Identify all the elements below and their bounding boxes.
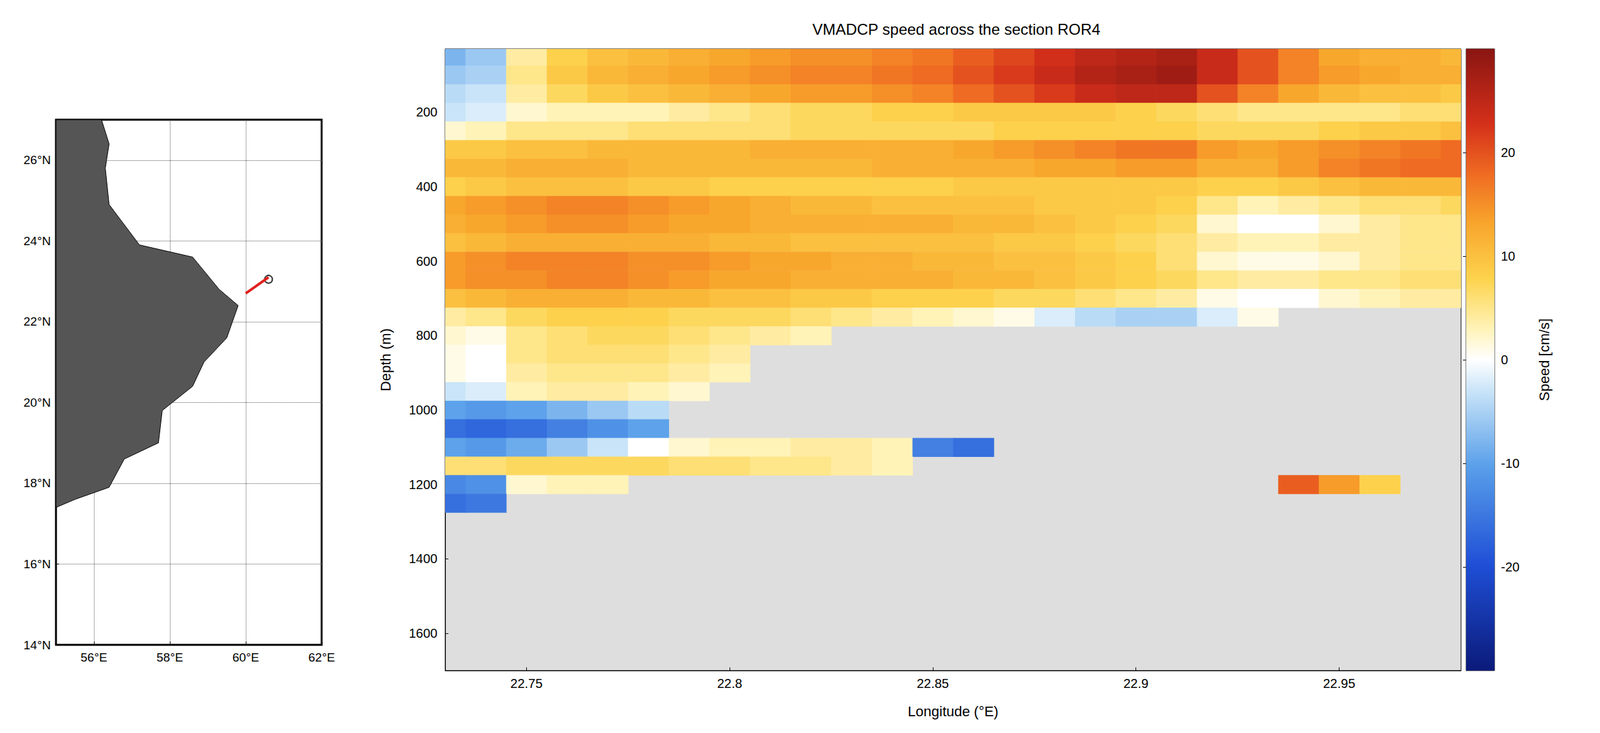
svg-text:22°N: 22°N bbox=[23, 314, 51, 329]
svg-text:22.85: 22.85 bbox=[916, 676, 949, 691]
svg-text:18°N: 18°N bbox=[23, 476, 51, 490]
svg-text:1200: 1200 bbox=[409, 477, 439, 492]
svg-text:200: 200 bbox=[416, 104, 438, 120]
svg-text:24°N: 24°N bbox=[23, 234, 51, 248]
svg-text:20: 20 bbox=[1500, 145, 1516, 160]
svg-text:0: 0 bbox=[1500, 352, 1509, 367]
svg-text:58°E: 58°E bbox=[156, 650, 183, 664]
svg-text:600: 600 bbox=[416, 254, 438, 269]
svg-text:VMADCP speed across the sectio: VMADCP speed across the section ROR4 bbox=[812, 20, 1101, 38]
svg-text:10: 10 bbox=[1500, 248, 1516, 264]
svg-text:Speed [cm/s]: Speed [cm/s] bbox=[1536, 318, 1553, 401]
svg-text:62°E: 62°E bbox=[308, 650, 335, 664]
svg-text:16°N: 16°N bbox=[23, 557, 51, 571]
svg-text:22.95: 22.95 bbox=[1322, 676, 1355, 691]
svg-text:22.9: 22.9 bbox=[1123, 676, 1149, 691]
svg-text:20°N: 20°N bbox=[23, 395, 51, 410]
svg-text:-20: -20 bbox=[1500, 559, 1520, 574]
svg-text:14°N: 14°N bbox=[23, 638, 51, 652]
svg-text:-10: -10 bbox=[1500, 456, 1520, 471]
svg-text:22.75: 22.75 bbox=[510, 676, 543, 691]
svg-text:1600: 1600 bbox=[409, 625, 439, 641]
svg-text:56°E: 56°E bbox=[80, 650, 107, 664]
svg-text:1000: 1000 bbox=[409, 402, 439, 417]
svg-text:1400: 1400 bbox=[409, 551, 439, 566]
svg-text:Depth (m): Depth (m) bbox=[377, 328, 394, 392]
svg-text:26°N: 26°N bbox=[23, 153, 51, 167]
svg-text:400: 400 bbox=[416, 179, 438, 194]
svg-text:Longitude (°E): Longitude (°E) bbox=[907, 703, 999, 720]
svg-text:60°E: 60°E bbox=[232, 650, 259, 664]
svg-text:800: 800 bbox=[416, 328, 438, 343]
svg-text:22.8: 22.8 bbox=[717, 676, 743, 691]
